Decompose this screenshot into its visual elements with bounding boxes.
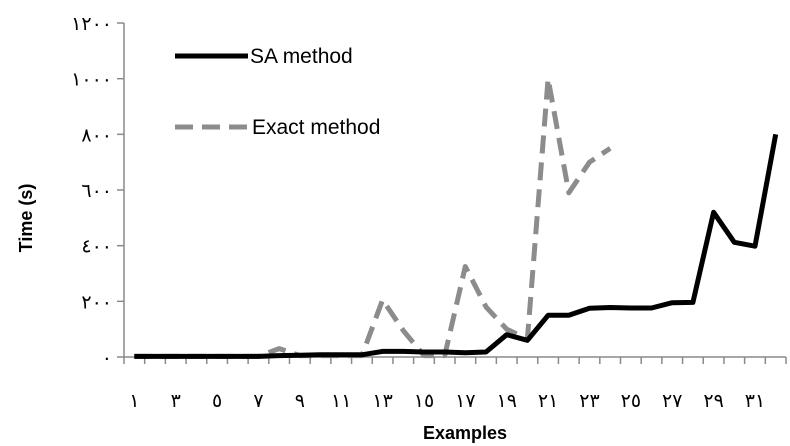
x-tick-label: ٩ [295, 390, 305, 412]
x-axis-ticks: ١ ٣ ٥ ٧ ٩ ١١ ١٣ ١٥ ١٧ ١٩ ٢١ ٢٣ ٢٥ ٢٧ ٢٩ ٣١ [123, 357, 787, 412]
y-axis-title: Time (s) [16, 184, 36, 253]
series-line-sa-method [134, 133, 779, 359]
y-tick-label: ٦٠٠ [81, 180, 112, 202]
x-tick-label: ١٣ [372, 390, 392, 412]
y-tick-label: ٠ [102, 347, 112, 369]
series-lines [134, 76, 779, 359]
x-tick-label: ٢١ [538, 390, 558, 412]
x-tick-label: ٢٧ [662, 390, 682, 412]
y-tick-label: ٢٠٠ [81, 291, 112, 313]
x-axis-title: Examples [423, 423, 507, 443]
x-tick-label: ٢٩ [703, 390, 723, 412]
legend: SA method Exact method [175, 45, 380, 139]
y-tick-label: ١٢٠٠ [71, 13, 112, 35]
x-tick-label: ٢٥ [621, 390, 641, 412]
y-tick-label: ٨٠٠ [81, 124, 112, 146]
legend-label-sa-method: SA method [250, 45, 353, 68]
x-tick-label: ٧ [253, 390, 263, 412]
x-tick-label: ٢٣ [579, 390, 599, 412]
x-tick-label: ١٩ [497, 390, 517, 412]
x-tick-label: ٥ [212, 390, 222, 412]
y-axis-ticks: ٠ ٢٠٠ ٤٠٠ ٦٠٠ ٨٠٠ ١٠٠٠ ١٢٠٠ [71, 13, 124, 369]
x-tick-label: ٣١ [745, 390, 765, 412]
x-tick-label: ١ [129, 390, 139, 412]
x-tick-label: ٣ [171, 390, 181, 412]
x-tick-label: ١٧ [455, 390, 475, 412]
y-tick-label: ١٠٠٠ [71, 69, 112, 91]
x-tick-label: ١٥ [414, 390, 434, 412]
x-tick-label: ١١ [331, 390, 351, 412]
legend-label-exact-method: Exact method [252, 116, 380, 139]
series-line-exact-method [134, 76, 612, 359]
y-tick-label: ٤٠٠ [81, 236, 112, 258]
